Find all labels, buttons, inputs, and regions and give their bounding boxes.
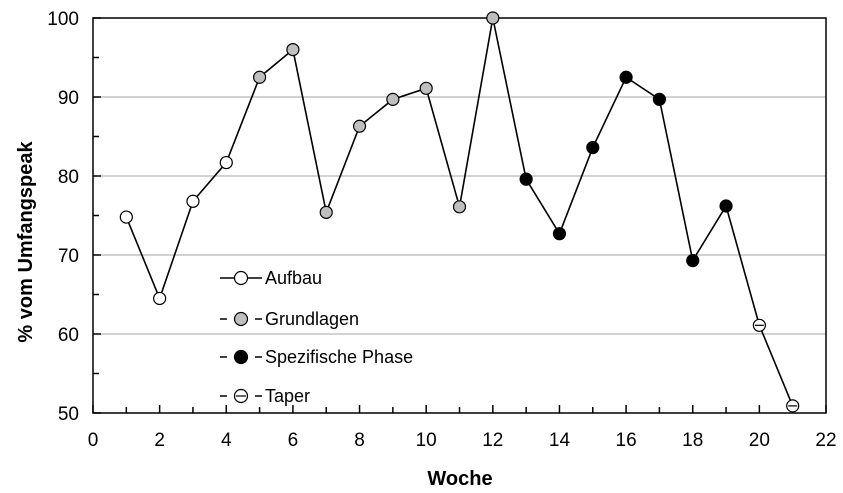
- data-point: [619, 70, 633, 84]
- y-tick-label: 100: [47, 9, 79, 30]
- x-axis-title: Woche: [427, 468, 492, 490]
- data-point: [219, 155, 233, 170]
- marker-circle: [652, 92, 667, 106]
- marker-circle: [352, 119, 367, 133]
- marker-circle: [319, 205, 333, 219]
- data-point: [586, 140, 600, 155]
- marker-circle: [719, 199, 733, 213]
- y-tick-label: 70: [58, 246, 79, 267]
- marker-circle: [486, 11, 500, 25]
- legend-marker: [233, 270, 249, 286]
- data-point: [186, 194, 200, 208]
- data-point: [286, 42, 300, 57]
- marker-circle: [233, 270, 249, 286]
- marker-circle: [386, 92, 400, 106]
- x-tick-label: 8: [354, 430, 365, 451]
- legend-label: Taper: [265, 386, 310, 406]
- legend-item: Grundlagen: [220, 309, 359, 329]
- marker-circle: [153, 291, 167, 306]
- marker-circle: [233, 311, 249, 327]
- data-point: [486, 11, 500, 25]
- data-point: [319, 205, 333, 219]
- x-tick-label: 2: [154, 430, 165, 451]
- data-point: [452, 200, 467, 214]
- x-tick-label: 10: [416, 430, 437, 451]
- legend-label: Spezifische Phase: [265, 347, 413, 367]
- marker-circle: [186, 194, 200, 208]
- marker-circle: [452, 200, 467, 214]
- y-tick-label: 60: [58, 325, 79, 346]
- marker-circle: [219, 155, 233, 170]
- data-point: [652, 92, 667, 106]
- legend-item: Taper: [220, 386, 310, 406]
- marker-circle: [552, 227, 567, 241]
- tick-labels: 50 60 70 80 90 100 0 2 4 6 8 10 12 14 16 18 20 22: [47, 9, 836, 451]
- legend-item: Spezifische Phase: [220, 347, 413, 367]
- legend-marker: [233, 311, 249, 327]
- data-point: [153, 291, 167, 306]
- x-tick-label: 14: [549, 430, 571, 451]
- y-tick-label: 50: [58, 404, 79, 425]
- legend-label: Aufbau: [265, 268, 322, 288]
- marker-circle: [519, 172, 533, 186]
- marker-circle: [619, 70, 633, 84]
- plot-frame: [92, 17, 827, 414]
- x-tick-label: 12: [482, 430, 503, 451]
- marker-circle: [419, 81, 433, 95]
- data-point: [786, 399, 800, 413]
- data-point: [552, 227, 567, 241]
- x-tick-label: 4: [221, 430, 232, 451]
- marker-circle: [686, 253, 700, 268]
- gridlines: [93, 17, 826, 335]
- marker-circle: [119, 210, 133, 224]
- data-point: [419, 81, 433, 95]
- data-point: [119, 210, 133, 224]
- data-point: [252, 70, 267, 84]
- legend-marker: [233, 349, 249, 365]
- data-point: [719, 199, 733, 213]
- x-tick-label: 6: [288, 430, 299, 451]
- data-point: [352, 119, 367, 133]
- y-axis-title: % vom Umfangspeak: [15, 141, 37, 343]
- data-point: [752, 318, 766, 332]
- marker-circle: [286, 42, 300, 57]
- data-point: [519, 172, 533, 186]
- x-tick-label: 16: [616, 430, 637, 451]
- axes: [92, 17, 827, 414]
- y-tick-label: 80: [58, 167, 79, 188]
- x-tick-label: 20: [749, 430, 770, 451]
- x-tick-label: 18: [682, 430, 703, 451]
- y-tick-label: 90: [58, 88, 79, 109]
- legend: Aufbau Grundlagen Spezifische Phase Taper: [220, 268, 413, 406]
- series-points: [119, 11, 800, 413]
- x-tick-label: 22: [815, 430, 836, 451]
- legend-label: Grundlagen: [265, 309, 359, 329]
- marker-circle: [252, 70, 267, 84]
- marker-circle: [233, 349, 249, 365]
- x-tick-label: 0: [88, 430, 99, 451]
- legend-item: Aufbau: [220, 268, 322, 288]
- marker-circle: [586, 140, 600, 155]
- legend-marker: [233, 388, 249, 404]
- data-point: [686, 253, 700, 268]
- data-point: [386, 92, 400, 106]
